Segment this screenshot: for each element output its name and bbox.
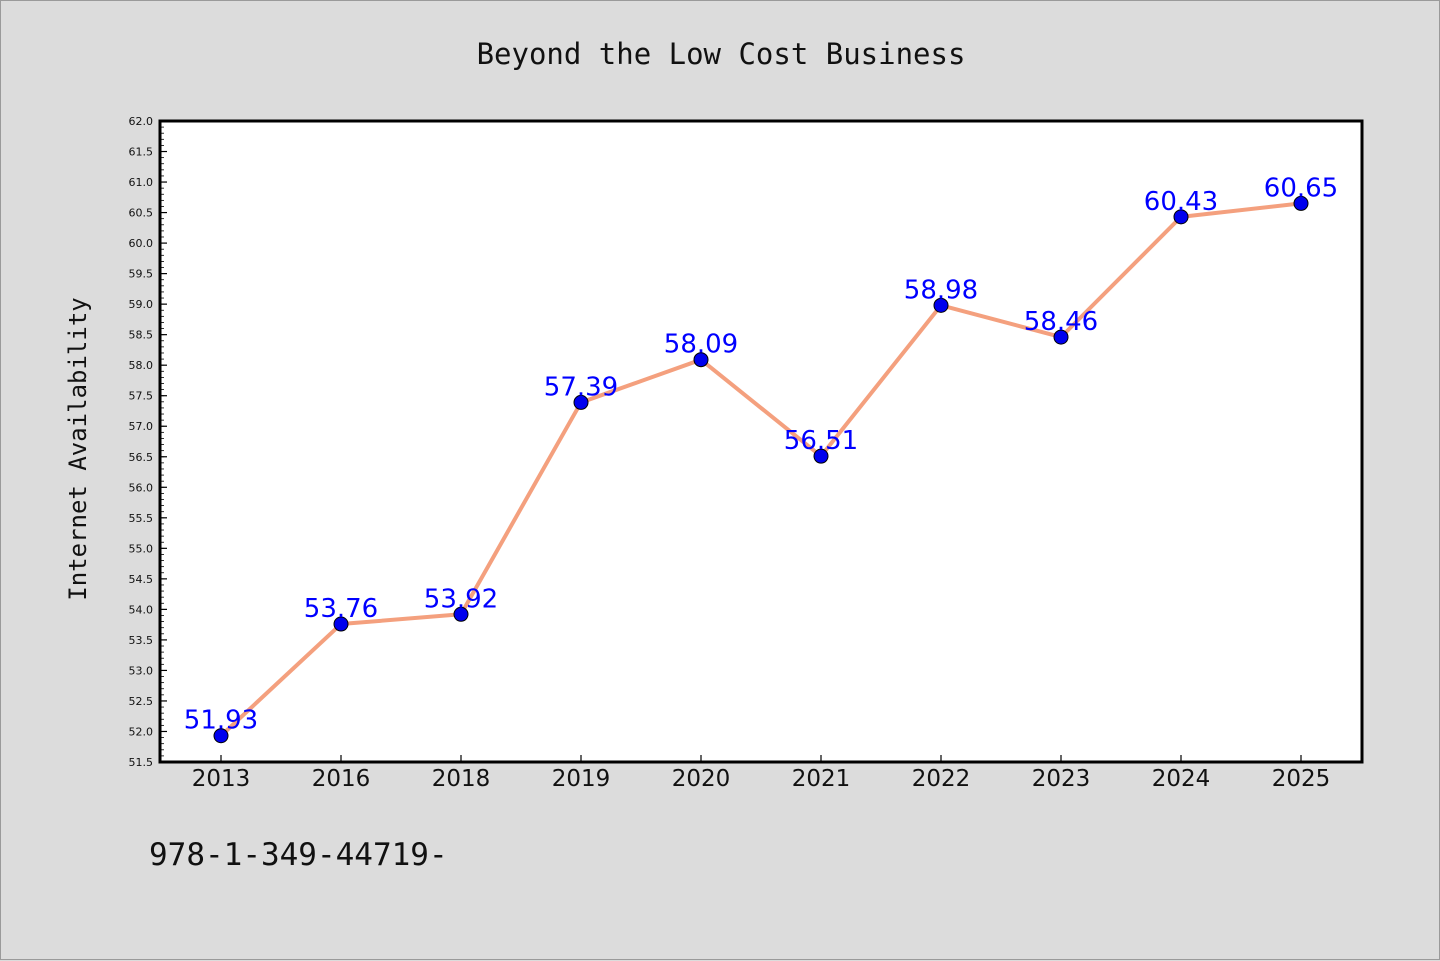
plot-area	[158, 119, 1364, 764]
y-tick-label: 59.5	[129, 268, 154, 281]
x-tick-label: 2024	[1152, 766, 1211, 792]
y-tick-label: 55.0	[129, 542, 154, 555]
data-label: 56.51	[784, 426, 858, 456]
y-tick-label: 55.5	[129, 512, 154, 525]
data-label: 53.92	[424, 584, 498, 614]
data-label: 57.39	[544, 372, 618, 402]
y-axis-label: Internet Availability	[64, 297, 92, 600]
data-point	[213, 728, 229, 744]
chart-title: Beyond the Low Cost Business	[477, 37, 966, 71]
data-label: 60.65	[1264, 173, 1338, 203]
series-line	[219, 201, 1303, 738]
y-tick-label: 60.5	[129, 207, 154, 220]
y-tick-label: 62.0	[129, 115, 154, 128]
data-label: 58.46	[1024, 307, 1098, 337]
y-tick-label: 52.0	[129, 725, 154, 738]
data-label: 58.09	[664, 330, 738, 360]
data-point	[693, 352, 709, 368]
data-label: 53.76	[304, 594, 378, 624]
y-tick-label: 53.5	[129, 634, 154, 647]
y-tick-label: 60.0	[129, 237, 154, 250]
y-tick-label: 54.5	[129, 573, 154, 586]
y-tick-label: 56.0	[129, 481, 154, 494]
x-axis: 2013 2016 2018 2019 2020 2021 2022 2023 2024 2025	[192, 755, 1331, 792]
y-tick-label: 56.5	[129, 451, 154, 464]
x-tick-label: 2013	[192, 766, 251, 792]
x-tick-label: 2023	[1032, 766, 1091, 792]
y-tick-label: 53.0	[129, 664, 154, 677]
y-tick-label: 61.0	[129, 176, 154, 189]
series-markers	[213, 195, 1309, 744]
data-point	[1053, 329, 1069, 345]
data-point	[1293, 195, 1309, 211]
data-point	[933, 297, 949, 313]
x-tick-label: 2025	[1272, 766, 1331, 792]
x-tick-label: 2020	[672, 766, 731, 792]
data-label: 58.98	[904, 275, 978, 305]
x-tick-label: 2018	[432, 766, 491, 792]
data-label: 60.43	[1144, 187, 1218, 217]
y-tick-label: 59.0	[129, 298, 154, 311]
data-point	[333, 616, 349, 632]
x-tick-label: 2019	[552, 766, 611, 792]
y-tick-label: 51.5	[129, 756, 154, 769]
y-tick-label: 54.0	[129, 603, 154, 616]
y-tick-label: 58.5	[129, 329, 154, 342]
data-point	[1173, 209, 1189, 225]
y-tick-label: 61.5	[129, 146, 154, 159]
x-tick-label: 2021	[792, 766, 851, 792]
footer-isbn-text: 978-1-349-44719-	[149, 837, 448, 873]
data-point	[813, 448, 829, 464]
data-label: 51.93	[184, 706, 258, 736]
y-axis: 51.5 52.0 52.5 53.0 53.5 54.0 54.5 55.0 55.5 56.0…	[129, 115, 167, 769]
data-point	[453, 606, 469, 622]
x-tick-label: 2016	[312, 766, 371, 792]
y-tick-label: 58.0	[129, 359, 154, 372]
series-lines	[219, 201, 1303, 738]
data-labels: 51.93 53.76 53.92 57.39 58.09 56.51 58.98 58.46…	[184, 173, 1338, 735]
y-tick-label: 52.5	[129, 695, 154, 708]
x-tick-label: 2022	[912, 766, 971, 792]
y-tick-label: 57.5	[129, 390, 154, 403]
data-point	[573, 394, 589, 410]
y-tick-label: 57.0	[129, 420, 154, 433]
